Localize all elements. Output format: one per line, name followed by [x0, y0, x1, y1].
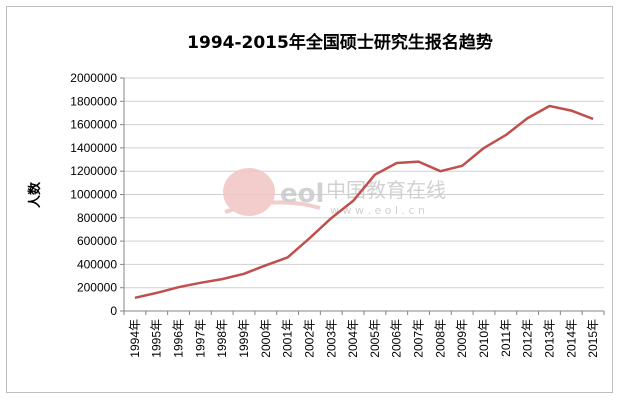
grid-lines — [120, 77, 605, 315]
y-tick-label: 400000 — [77, 257, 117, 271]
x-tick-label: 2000年 — [259, 319, 273, 358]
x-tick-label: 2010年 — [477, 319, 491, 358]
y-tick-label: 1800000 — [70, 94, 117, 108]
y-axis-label: 人数 — [27, 181, 43, 208]
x-tick-label: 2014年 — [564, 319, 578, 358]
y-tick-label: 800000 — [77, 211, 117, 225]
x-tick-label: 2005年 — [368, 319, 382, 358]
x-tick-label: 2006年 — [390, 319, 404, 358]
x-tick-label: 1998年 — [215, 319, 229, 358]
y-tick-label: 1000000 — [70, 188, 117, 202]
chart-frame — [6, 6, 613, 393]
x-tick-label: 2008年 — [433, 319, 447, 358]
series-line — [134, 104, 594, 300]
watermark-logo: eol 中国教育在线 w w w . e o l . c n — [223, 168, 446, 217]
y-tick-label: 2000000 — [70, 71, 117, 85]
x-tick-label: 2003年 — [324, 319, 338, 358]
x-tick-label: 2013年 — [542, 319, 556, 358]
watermark-name: 中国教育在线 — [326, 178, 446, 202]
y-tick-label: 1400000 — [70, 141, 117, 155]
x-tick-label: 2015年 — [586, 319, 600, 358]
x-tick-label: 2007年 — [412, 319, 426, 358]
watermark-url: w w w . e o l . c n — [330, 204, 425, 217]
x-tick-labels: 1994年 1995年 1996年 1997年 1998年 1999年 2000年 2001年… — [128, 319, 600, 358]
x-tick-label: 2001年 — [281, 319, 295, 358]
x-tick-label: 1995年 — [150, 319, 164, 358]
y-tick-label: 1600000 — [70, 118, 117, 132]
x-tick-label: 1997年 — [193, 319, 207, 358]
watermark-logo-swoosh — [224, 200, 321, 214]
x-tick-label: 1994年 — [128, 319, 142, 358]
y-tick-label: 200000 — [77, 281, 117, 295]
chart-title: 1994-2015年全国硕士研究生报名趋势 — [187, 32, 493, 53]
y-tick-label: 0 — [110, 304, 117, 318]
x-tick-label: 1999年 — [237, 319, 251, 358]
x-tick-label: 2004年 — [346, 319, 360, 358]
y-tick-labels: 0 200000 400000 600000 800000 1000000 1200000 1… — [70, 71, 117, 318]
x-tick-label: 1996年 — [172, 319, 186, 358]
watermark-logo-text: eol — [280, 179, 324, 209]
x-tick-label: 2012年 — [521, 319, 535, 358]
x-tick-label: 2002年 — [302, 319, 316, 358]
x-tick-label: 2011年 — [499, 319, 513, 357]
y-tick-label: 600000 — [77, 234, 117, 248]
series-group — [134, 104, 594, 300]
x-tick-label: 2009年 — [455, 319, 469, 358]
y-tick-label: 1200000 — [70, 164, 117, 178]
